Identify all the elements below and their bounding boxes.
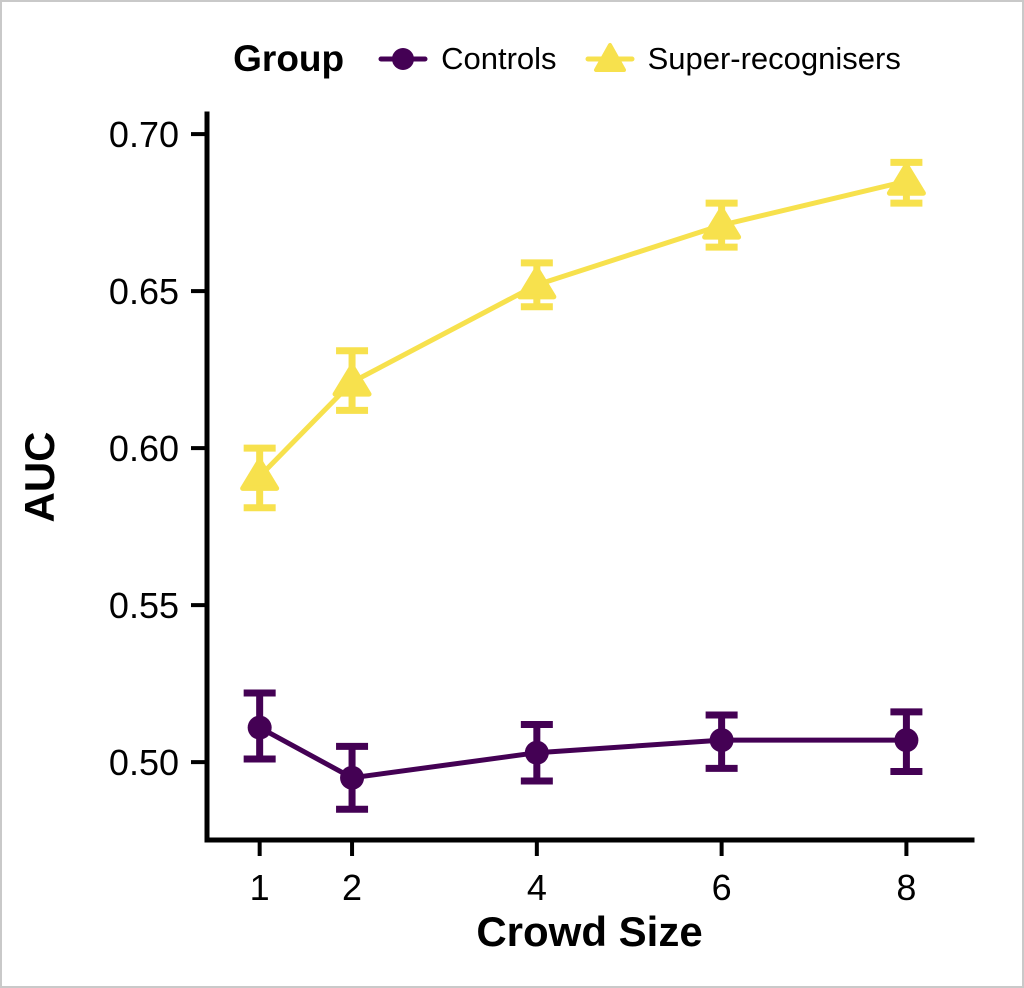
legend: Group Controls Super-recognisers [57, 38, 1022, 80]
x-tick-label: 1 [250, 867, 270, 908]
x-tick-label: 8 [896, 867, 916, 908]
data-point-circle-controls [524, 740, 549, 765]
legend-label: Super-recognisers [647, 41, 901, 76]
legend-item-controls: Controls [378, 41, 557, 77]
data-point-triangle-super-recognisers [517, 266, 557, 300]
x-tick-label: 2 [342, 867, 362, 908]
data-point-circle-controls [894, 728, 919, 753]
y-tick-label: 0.55 [109, 585, 179, 626]
data-point-triangle-super-recognisers [702, 206, 742, 240]
legend-label: Controls [441, 41, 557, 76]
data-point-circle-controls [709, 728, 734, 753]
y-tick-label: 0.60 [109, 428, 179, 469]
circle-marker-icon [378, 48, 428, 70]
data-point-triangle-super-recognisers [240, 457, 280, 491]
x-axis-title: Crowd Size [476, 908, 702, 955]
data-point-circle-controls [247, 715, 272, 740]
data-point-triangle-super-recognisers [886, 162, 926, 196]
y-tick-label: 0.65 [109, 271, 179, 312]
y-tick-label: 0.50 [109, 742, 179, 783]
data-point-triangle-super-recognisers [332, 363, 372, 397]
data-point-circle-controls [340, 765, 365, 790]
y-axis-title: AUC [16, 432, 63, 523]
triangle-marker-icon [585, 43, 635, 72]
y-tick-label: 0.70 [109, 114, 179, 155]
series-line-super-recognisers [257, 178, 909, 479]
x-tick-label: 4 [527, 867, 547, 908]
legend-item-super-recognisers: Super-recognisers [585, 41, 901, 77]
legend-title: Group [233, 38, 345, 79]
x-tick-label: 6 [712, 867, 732, 908]
